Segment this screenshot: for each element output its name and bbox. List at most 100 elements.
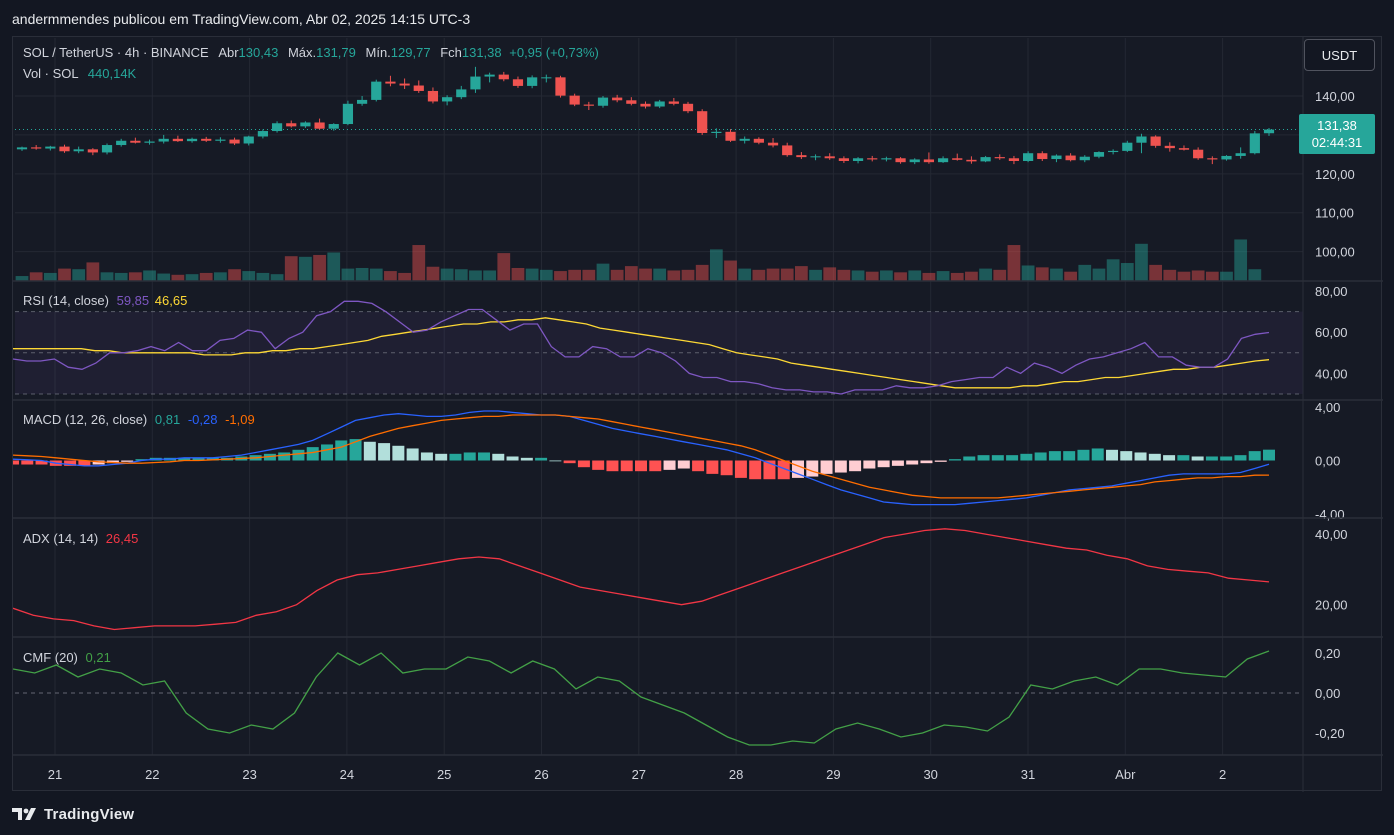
candle-body	[895, 158, 906, 163]
macd-histogram-bar	[891, 460, 904, 466]
adx-tick-label: 40,00	[1315, 527, 1348, 542]
candle-body	[1221, 155, 1232, 160]
macd-histogram-bar	[592, 460, 605, 470]
macd-histogram-bar	[121, 460, 134, 462]
volume-bar	[341, 268, 355, 281]
x-tick-label: 2	[1219, 767, 1226, 782]
macd-histogram-bar	[563, 460, 576, 464]
volume-bar	[794, 266, 808, 281]
candle-body	[923, 159, 935, 163]
candle-body	[640, 103, 651, 107]
symbol-label[interactable]: SOL / TetherUS · 4h · BINANCE	[23, 45, 209, 60]
price-tick-label: 120,00	[1315, 167, 1355, 182]
candles	[16, 66, 1275, 165]
macd-tick-label: 4,00	[1315, 400, 1340, 415]
candle-body	[909, 159, 920, 163]
candle-body	[498, 74, 509, 80]
price-tick-label: 100,00	[1315, 245, 1355, 260]
macd-histogram-bar	[1048, 451, 1061, 461]
candle-body	[385, 81, 396, 84]
rsi-pane	[13, 300, 1303, 395]
macd-histogram-bar	[792, 460, 804, 478]
candle-body	[626, 100, 637, 104]
rsi-label[interactable]: RSI (14, close)	[23, 293, 109, 308]
volume-bar	[653, 268, 667, 281]
macd-histogram-bar	[720, 460, 733, 476]
macd-histogram-bar	[663, 460, 676, 470]
macd-histogram-bar	[934, 460, 947, 462]
macd-histogram-bar	[1091, 448, 1104, 461]
macd-histogram-bar	[349, 439, 362, 461]
rsi-ma-line	[13, 317, 1270, 389]
volume-bar	[1078, 264, 1092, 281]
candle-body	[1079, 156, 1090, 161]
volume-bar	[780, 268, 794, 281]
volume-bar	[709, 249, 723, 281]
rsi-tick-label: 80,00	[1315, 284, 1348, 299]
macd-histogram-bar	[749, 460, 762, 480]
volume-bar	[299, 256, 312, 281]
macd-legend: MACD (12, 26, close) 0,81 -0,28 -1,09	[23, 412, 255, 427]
candle-body	[668, 101, 679, 104]
pane-separators[interactable]	[13, 37, 1383, 792]
macd-histogram-bar	[135, 459, 148, 461]
macd-histogram-bar	[906, 460, 919, 465]
volume-bar	[624, 266, 638, 281]
candle-body	[470, 76, 481, 90]
x-tick-label: 31	[1021, 767, 1035, 782]
x-tick-label: Abr	[1115, 767, 1136, 782]
cmf-tick-label: 0,20	[1315, 646, 1340, 661]
macd-histogram-bar	[406, 448, 419, 461]
volume-bar	[639, 268, 652, 281]
rsi-legend: RSI (14, close) 59,85 46,65	[23, 293, 187, 308]
volume-bar	[143, 270, 156, 281]
adx-label[interactable]: ADX (14, 14)	[23, 531, 99, 546]
high-label: Máx.	[287, 45, 317, 60]
close-label: Fch	[440, 45, 462, 60]
macd-signal-line	[13, 414, 1270, 499]
candle-body	[257, 131, 268, 137]
macd-histogram-bar	[1163, 455, 1176, 461]
macd-label[interactable]: MACD (12, 26, close)	[23, 412, 148, 427]
macd-histogram-bar	[78, 460, 91, 466]
macd-histogram-bar	[1205, 456, 1218, 461]
cmf-tick-label: -0,20	[1315, 726, 1345, 741]
candle-body	[1150, 136, 1161, 146]
candle-body	[1235, 153, 1246, 156]
x-tick-label: 26	[534, 767, 548, 782]
volume-bar	[1092, 268, 1106, 281]
cmf-label[interactable]: CMF (20)	[23, 650, 78, 665]
volume-bar	[809, 269, 822, 281]
x-tick-label: 27	[632, 767, 646, 782]
volume-label[interactable]: Vol · SOL	[23, 66, 79, 81]
chart-canvas[interactable]: 21 22 23 24 25 26 27 28 29 30 31 Abr 2 140,00 120,00 11…	[13, 37, 1383, 792]
cmf-tick-label: 0,00	[1315, 686, 1340, 701]
currency-button[interactable]: USDT	[1304, 39, 1375, 71]
candle-body	[527, 77, 538, 86]
rsi-tick-label: 60,00	[1315, 325, 1348, 340]
open-value: 130,43	[238, 45, 279, 60]
candle-body	[796, 155, 807, 158]
macd-histogram-bar	[306, 447, 319, 461]
macd-histogram-bar	[35, 460, 48, 465]
volume-bar	[837, 269, 851, 281]
macd-histogram-bar	[1191, 456, 1204, 461]
volume-bar	[596, 263, 610, 281]
chart-frame[interactable]: 21 22 23 24 25 26 27 28 29 30 31 Abr 2 140,00 120,00 11…	[12, 36, 1383, 792]
macd-histogram-bar	[649, 460, 662, 472]
candle-body	[541, 77, 552, 79]
volume-bar	[1220, 271, 1233, 281]
candle-body	[753, 138, 764, 143]
volume-bar	[1120, 263, 1134, 281]
candle-body	[937, 158, 949, 163]
macd-histogram-bar	[677, 460, 690, 469]
candle-body	[597, 97, 609, 106]
rsi-line	[13, 300, 1270, 395]
macd-histogram-bar	[106, 460, 119, 464]
macd-histogram-bar	[21, 460, 34, 465]
volume-bar	[43, 272, 57, 281]
macd-histogram-bar	[692, 460, 705, 472]
volume-bar	[1205, 271, 1219, 281]
macd-histogram-bar	[763, 460, 776, 480]
tradingview-brand[interactable]: TradingView	[12, 803, 134, 825]
